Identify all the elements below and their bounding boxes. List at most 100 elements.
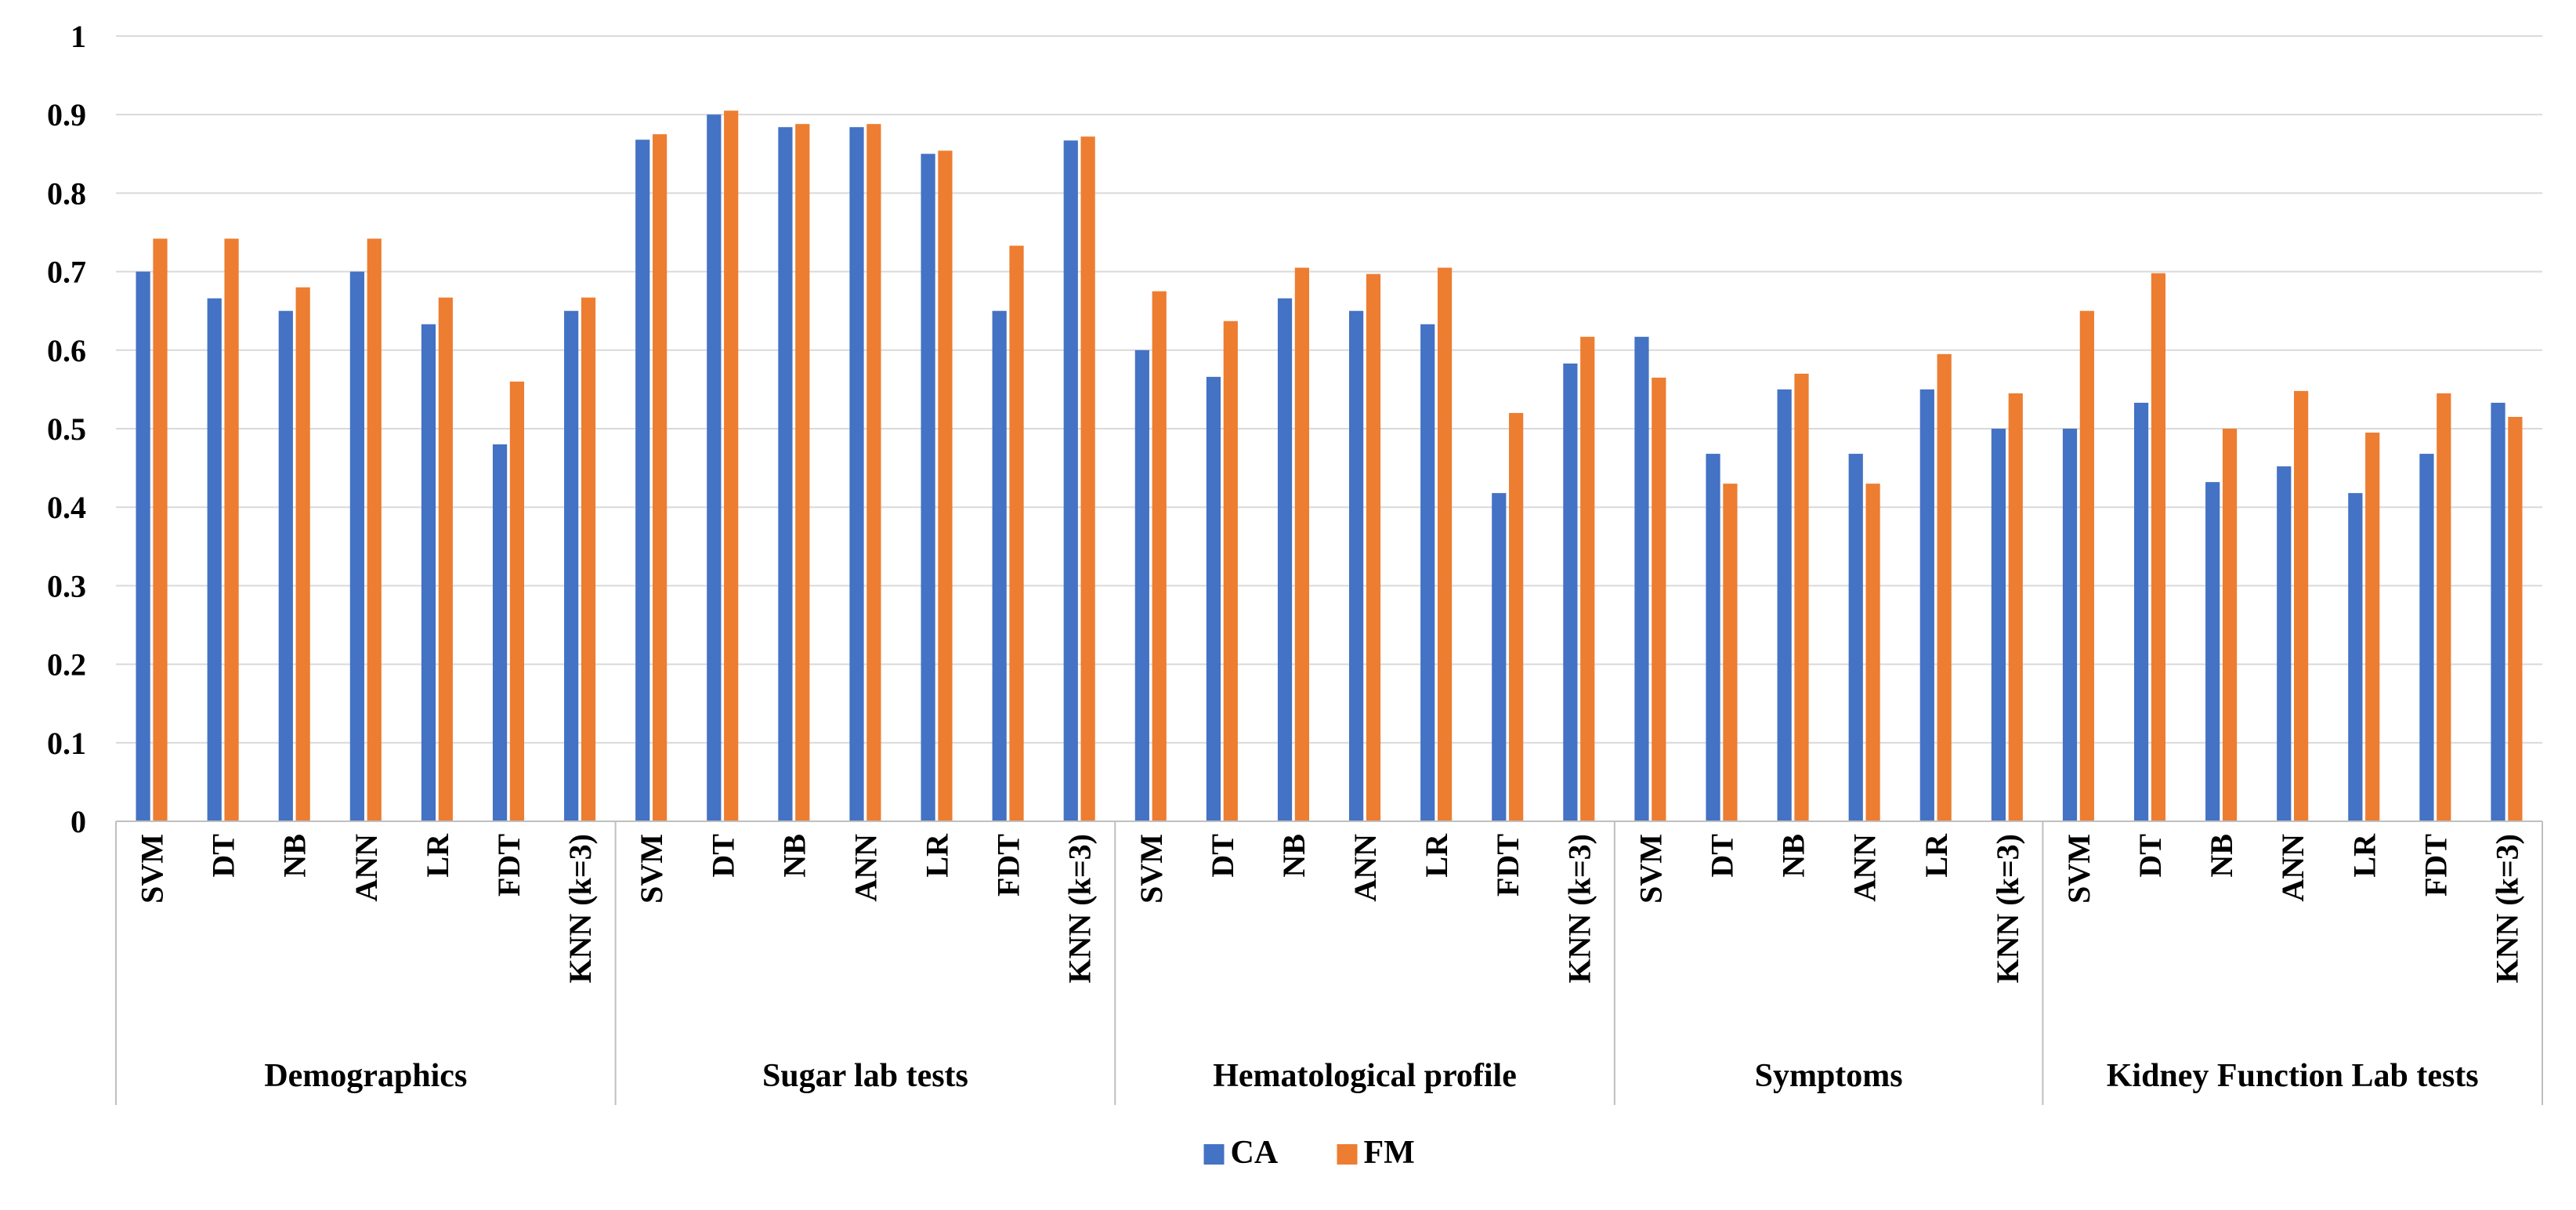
- bar-ca: [1063, 140, 1078, 822]
- bar-ca: [1277, 298, 1293, 822]
- category-label: LR: [420, 833, 455, 878]
- category-label: FDT: [2418, 834, 2453, 897]
- bar-fm: [2365, 433, 2380, 821]
- category-label: SVM: [1633, 834, 1668, 904]
- bar-ca: [2277, 466, 2292, 821]
- category-label: DT: [1704, 834, 1739, 878]
- y-tick-label: 0.1: [47, 726, 86, 761]
- bar-ca: [1634, 336, 1649, 821]
- y-tick-label: 0.4: [47, 490, 86, 525]
- bar-ca: [1706, 454, 1720, 821]
- bar-fm: [2294, 390, 2309, 821]
- legend-swatch-ca: [1203, 1144, 1225, 1165]
- bar-fm: [1437, 267, 1453, 822]
- category-label: NB: [1276, 834, 1312, 878]
- category-label: NB: [277, 834, 313, 878]
- bar-fm: [2437, 393, 2451, 821]
- bar-ca: [421, 324, 436, 821]
- category-label: NB: [776, 834, 812, 878]
- category-label: DT: [705, 834, 740, 878]
- bar-fm: [2222, 429, 2238, 821]
- bar-ca: [492, 444, 508, 821]
- category-label: LR: [2346, 833, 2382, 878]
- y-tick-label: 0.2: [47, 647, 86, 683]
- category-label: LR: [1919, 833, 1954, 878]
- legend-swatch-fm: [1337, 1144, 1358, 1165]
- category-label: ANN: [1348, 834, 1383, 902]
- category-label: KNN (k=3): [1062, 834, 1098, 984]
- bar-fm: [724, 110, 739, 821]
- bar-ca: [2205, 482, 2220, 821]
- bar-ca: [635, 139, 650, 821]
- bar-ca: [1206, 376, 1221, 821]
- bar-fm: [1152, 291, 1167, 821]
- x-axis-lines: [115, 821, 2543, 1105]
- bar-ca: [2062, 429, 2078, 821]
- legend-label-ca: CA: [1231, 1135, 1279, 1171]
- bar-fm: [224, 238, 239, 821]
- bar-ca: [1919, 389, 1934, 821]
- category-label: SVM: [2061, 834, 2097, 904]
- bar-ca: [1492, 493, 1507, 821]
- bar-fm: [1009, 245, 1024, 821]
- bar-fm: [2151, 273, 2166, 821]
- category-label: SVM: [135, 834, 170, 904]
- category-label: FDT: [991, 834, 1026, 897]
- group-label: Hematological profile: [1213, 1058, 1517, 1094]
- bar-fm: [1366, 274, 1381, 822]
- bars: [136, 110, 2523, 822]
- bar-ca: [1420, 324, 1435, 821]
- bar-ca: [992, 310, 1007, 821]
- category-labels: SVM DT NB ANN LR FDT KNN (k=3) SVM DT NB ANN LR FDT K…: [135, 833, 2525, 984]
- bar-fm: [795, 124, 810, 821]
- category-label: FDT: [491, 834, 526, 897]
- bar-ca: [707, 114, 722, 821]
- bar-fm: [1937, 353, 1952, 821]
- bar-fm: [295, 287, 310, 821]
- bar-fm: [509, 381, 525, 821]
- bar-fm: [2079, 310, 2094, 821]
- group-labels: Demographics Sugar lab tests Hematological…: [264, 1058, 2478, 1094]
- y-tick-label: 0: [71, 804, 86, 839]
- category-label: KNN (k=3): [2489, 834, 2524, 984]
- bar-ca: [1349, 310, 1364, 821]
- y-axis-tick-labels: 0 0.1 0.2 0.3 0.4 0.5 0.6 0.7 0.8 0.9 1: [47, 19, 86, 839]
- bar-ca: [1991, 429, 2006, 821]
- bar-fm: [652, 134, 668, 821]
- bar-ca: [1134, 350, 1149, 821]
- category-label: KNN (k=3): [1990, 834, 2025, 984]
- y-tick-label: 0.3: [47, 568, 86, 603]
- bar-fm: [1080, 136, 1095, 822]
- bar-ca: [1777, 389, 1792, 821]
- legend-label-fm: FM: [1364, 1135, 1415, 1171]
- category-label: ANN: [1847, 834, 1883, 902]
- bar-fm: [1652, 377, 1666, 821]
- group-label: Sugar lab tests: [762, 1058, 968, 1094]
- category-label: DT: [2133, 834, 2168, 878]
- category-label: LR: [920, 833, 955, 878]
- y-tick-label: 0.9: [47, 97, 86, 132]
- bar-fm: [2008, 393, 2023, 821]
- legend: CA FM: [1203, 1135, 1415, 1171]
- bar-fm: [1509, 412, 1524, 821]
- bar-fm: [867, 124, 881, 821]
- bar-fm: [1794, 373, 1809, 821]
- bar-ca: [2133, 402, 2149, 821]
- bar-ca: [921, 154, 935, 822]
- y-tick-label: 1: [71, 19, 86, 54]
- bar-ca: [349, 271, 364, 822]
- group-label: Demographics: [264, 1058, 467, 1094]
- category-label: SVM: [1134, 834, 1169, 904]
- bar-ca: [564, 310, 579, 821]
- category-label: DT: [206, 834, 241, 878]
- bar-fm: [1723, 484, 1738, 821]
- bar-ca: [1848, 454, 1863, 821]
- bar-ca: [207, 298, 222, 822]
- bar-fm: [1223, 321, 1238, 821]
- category-label: NB: [2204, 834, 2239, 878]
- y-tick-label: 0.6: [47, 333, 86, 368]
- bar-ca: [136, 271, 150, 822]
- bar-fm: [2508, 416, 2523, 821]
- bar-fm: [438, 297, 453, 821]
